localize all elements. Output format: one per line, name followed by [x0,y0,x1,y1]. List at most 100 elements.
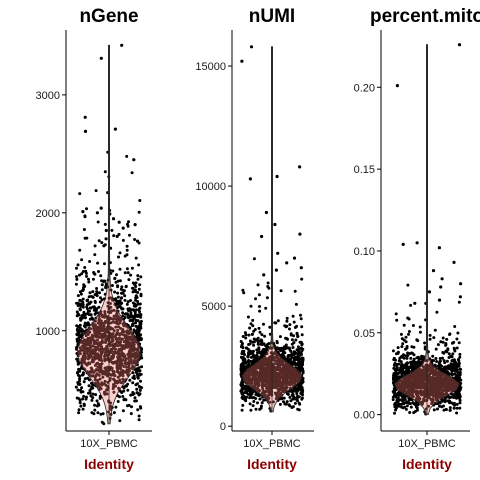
data-point [259,404,263,408]
data-point [94,323,97,327]
data-point [125,248,129,252]
data-point [241,288,245,292]
data-point [103,310,107,314]
data-point [246,360,250,364]
data-point [240,365,244,369]
data-point [78,374,82,378]
data-point [428,337,432,341]
data-point [244,333,248,337]
data-point [123,359,127,363]
data-point [251,324,255,328]
data-point [79,390,83,394]
outlier-point [292,256,297,260]
data-point [98,369,102,373]
data-point [452,347,456,351]
data-point [276,319,280,323]
data-point [134,399,138,403]
y-tick-label: 1000 [36,326,60,338]
data-point [245,346,249,350]
data-point [404,340,408,344]
data-point [121,374,125,378]
data-point [122,398,126,402]
data-point [127,350,131,353]
data-point [78,335,82,339]
data-point [121,358,125,362]
data-point [137,384,141,388]
y-tick-label: 0.00 [354,410,375,422]
data-point [291,314,295,318]
data-point [300,359,304,363]
data-point [454,374,458,378]
data-point [121,311,125,315]
data-point [93,342,97,346]
data-point [136,408,140,412]
data-point [96,220,100,224]
data-point [137,324,141,328]
data-point [292,334,295,338]
data-point [391,376,395,380]
data-point [266,343,270,346]
data-point [88,306,92,310]
data-point [449,364,453,368]
data-point [396,396,400,400]
data-point [249,304,253,308]
data-point [87,302,91,306]
data-point [239,340,243,343]
data-point [102,347,105,351]
data-point [400,345,404,349]
data-point [88,389,92,392]
data-point [105,374,109,378]
data-point [254,407,258,411]
data-point [288,327,291,331]
data-point [104,282,108,286]
data-point [297,359,301,363]
data-point [100,359,104,363]
data-point [84,271,88,275]
data-point [258,309,262,313]
data-point [80,360,84,364]
data-point [85,274,88,278]
data-point [78,379,81,383]
data-point [131,376,135,380]
data-point [139,322,143,326]
data-point [436,407,439,411]
outlier-point [273,222,277,227]
data-point [103,312,107,316]
data-point [99,274,103,278]
x-axis-title: Identity [247,456,297,472]
data-point [444,408,448,412]
outlier-point [298,165,302,169]
data-point [392,379,396,382]
data-point [95,404,99,408]
data-point [111,361,114,365]
data-point [454,366,458,370]
data-point [113,381,117,385]
data-point [253,328,257,331]
outlier-point [437,246,441,250]
data-point [436,364,440,368]
data-point [455,406,459,410]
data-point [441,356,444,360]
outlier-point [132,158,136,162]
outlier-point [99,206,103,210]
data-point [452,396,456,399]
data-point [134,281,138,285]
data-point [98,291,101,295]
data-point [121,395,125,398]
data-point [257,348,261,352]
data-point [132,304,136,308]
data-point [76,325,80,329]
data-point [300,325,304,329]
data-point [448,406,452,410]
data-point [404,407,408,411]
data-point [138,306,142,310]
data-point [85,299,89,303]
data-point [411,324,415,327]
data-point [300,397,304,401]
data-point [135,387,139,391]
data-point [132,316,136,320]
outlier-point [83,115,87,119]
data-point [396,391,400,395]
data-point [136,277,140,281]
data-point [399,332,403,336]
